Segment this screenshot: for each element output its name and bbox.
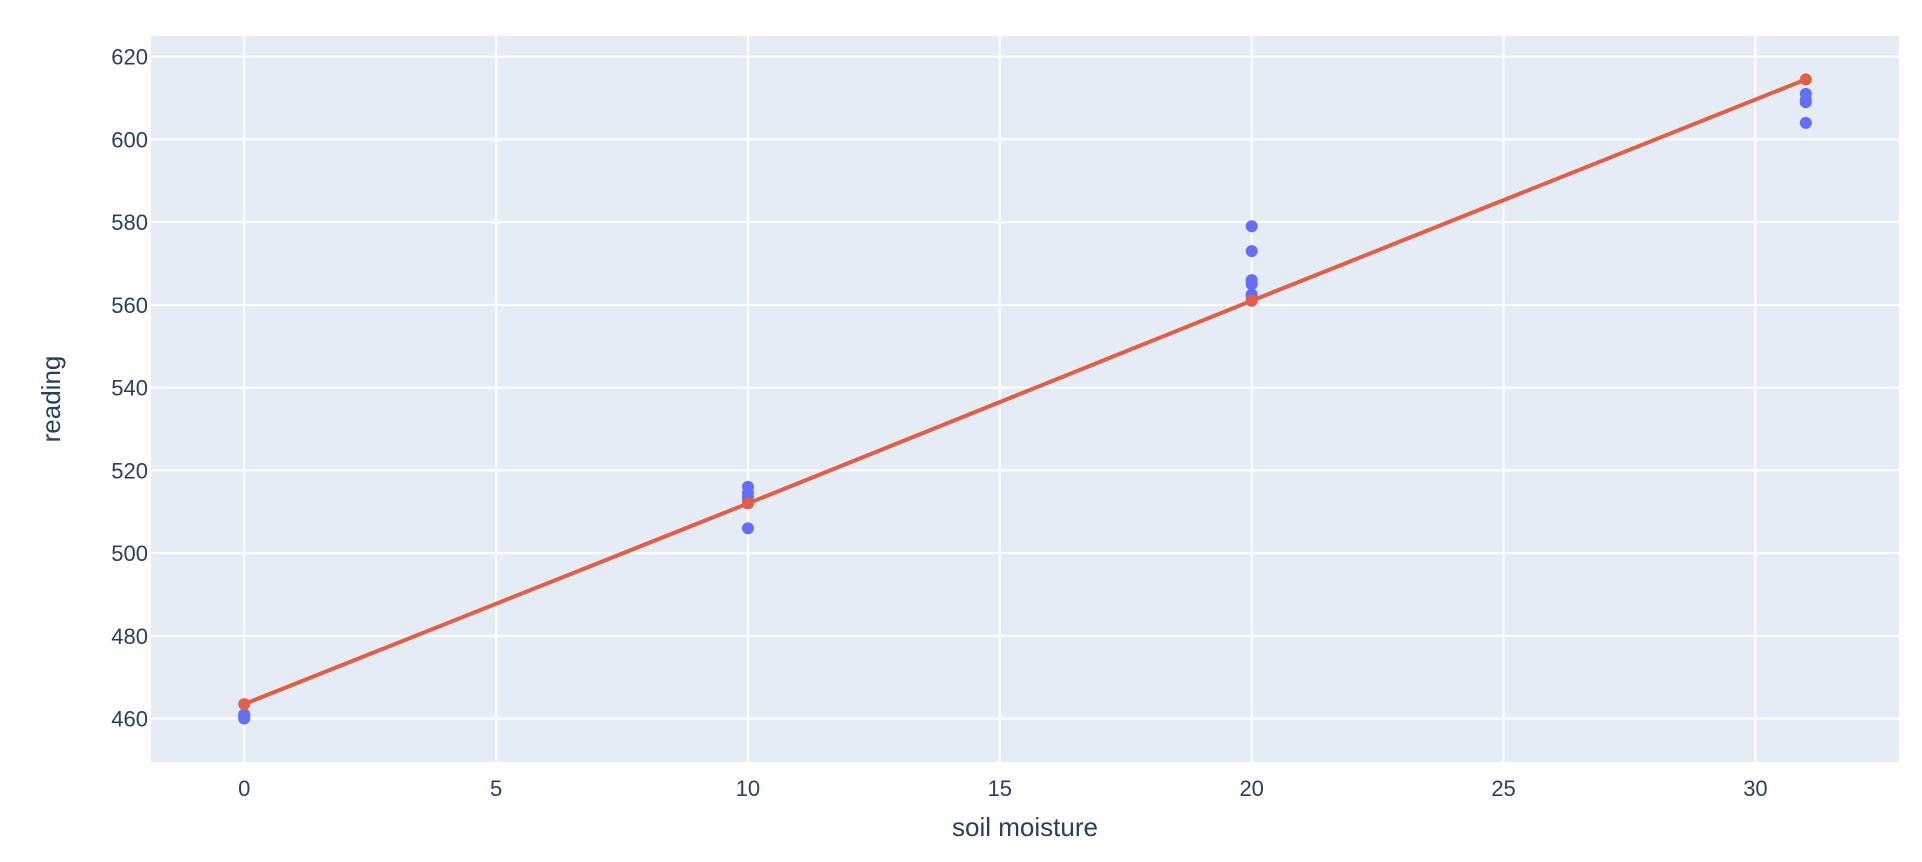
tick-labels: 0 5 10 15 20 25 30 460 480 500 520 540 560 580 600 620	[111, 45, 1767, 801]
y-tick-label: 500	[111, 541, 148, 566]
data-point[interactable]	[1799, 87, 1812, 100]
y-tick-label: 620	[111, 45, 148, 70]
y-tick-label: 600	[111, 127, 148, 152]
x-tick-label: 0	[238, 776, 250, 801]
series-1	[238, 73, 1812, 711]
data-point[interactable]	[741, 522, 754, 535]
x-tick-label: 30	[1743, 776, 1767, 801]
x-tick-label: 20	[1239, 776, 1263, 801]
y-tick-label: 580	[111, 210, 148, 235]
gridlines	[151, 36, 1899, 762]
y-tick-label: 540	[111, 376, 148, 401]
data-point[interactable]	[1799, 116, 1812, 129]
y-tick-label: 520	[111, 458, 148, 483]
fit-line	[243, 77, 1807, 706]
y-tick-label: 480	[111, 624, 148, 649]
data-point[interactable]	[741, 480, 754, 493]
x-tick-label: 5	[490, 776, 502, 801]
data-point[interactable]	[238, 708, 251, 721]
data-point[interactable]	[1245, 245, 1258, 258]
y-tick-label: 460	[111, 707, 148, 732]
data-point[interactable]	[1245, 220, 1258, 233]
data-point[interactable]	[238, 698, 251, 711]
data-point[interactable]	[741, 497, 754, 510]
x-tick-label: 10	[736, 776, 760, 801]
x-tick-label: 25	[1491, 776, 1515, 801]
data-point[interactable]	[1245, 274, 1258, 287]
data-point[interactable]	[1799, 73, 1812, 86]
y-axis-title: reading	[36, 356, 66, 443]
data-series	[238, 73, 1812, 725]
data-point[interactable]	[1245, 294, 1258, 307]
x-axis-title: soil moisture	[952, 812, 1098, 842]
x-tick-label: 15	[988, 776, 1012, 801]
y-tick-label: 560	[111, 293, 148, 318]
